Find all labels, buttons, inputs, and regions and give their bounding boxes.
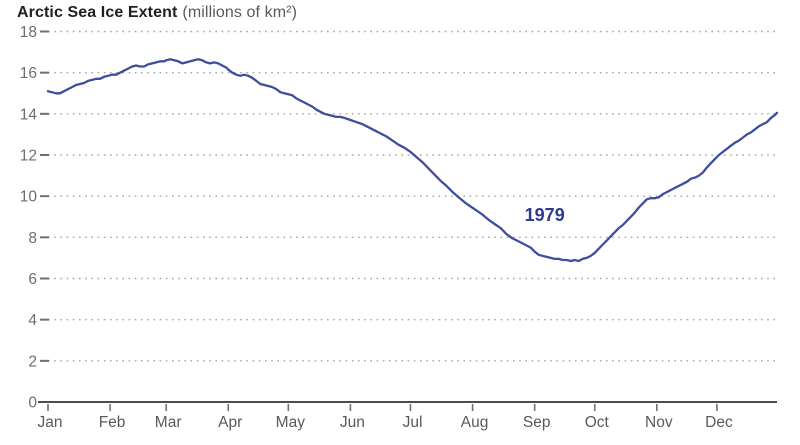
x-tick-label: Oct <box>585 414 610 431</box>
y-tick-label: 0 <box>28 395 37 412</box>
y-tick-label: 16 <box>20 65 37 82</box>
y-tick-label: 6 <box>28 271 37 288</box>
chart-title-text: Arctic Sea Ice Extent <box>17 4 178 21</box>
x-tick-label: Dec <box>705 414 733 431</box>
y-tick-label: 12 <box>20 148 37 165</box>
y-tick-label: 18 <box>20 24 37 41</box>
y-tick-label: 10 <box>20 189 38 206</box>
x-tick-label: Mar <box>155 414 182 431</box>
y-tick-label: 8 <box>28 230 37 247</box>
y-tick-label: 4 <box>28 312 37 329</box>
x-tick-label: Apr <box>218 414 242 431</box>
chart-title-unit: (millions of km²) <box>182 4 297 21</box>
x-tick-label: Sep <box>523 414 551 431</box>
x-tick-label: Jul <box>403 414 423 431</box>
y-tick-label: 14 <box>20 106 38 123</box>
x-tick-label: Aug <box>461 414 489 431</box>
x-tick-label: Feb <box>99 414 126 431</box>
x-tick-label: Nov <box>645 414 673 431</box>
chart-title: Arctic Sea Ice Extent (millions of km²) <box>17 4 297 22</box>
x-tick-label: Jan <box>38 414 63 431</box>
data-line-1979 <box>46 58 779 263</box>
series-label-1979: 1979 <box>525 205 565 225</box>
x-tick-label: May <box>276 414 306 431</box>
y-tick-label: 2 <box>28 353 37 370</box>
x-tick-label: Jun <box>340 414 365 431</box>
